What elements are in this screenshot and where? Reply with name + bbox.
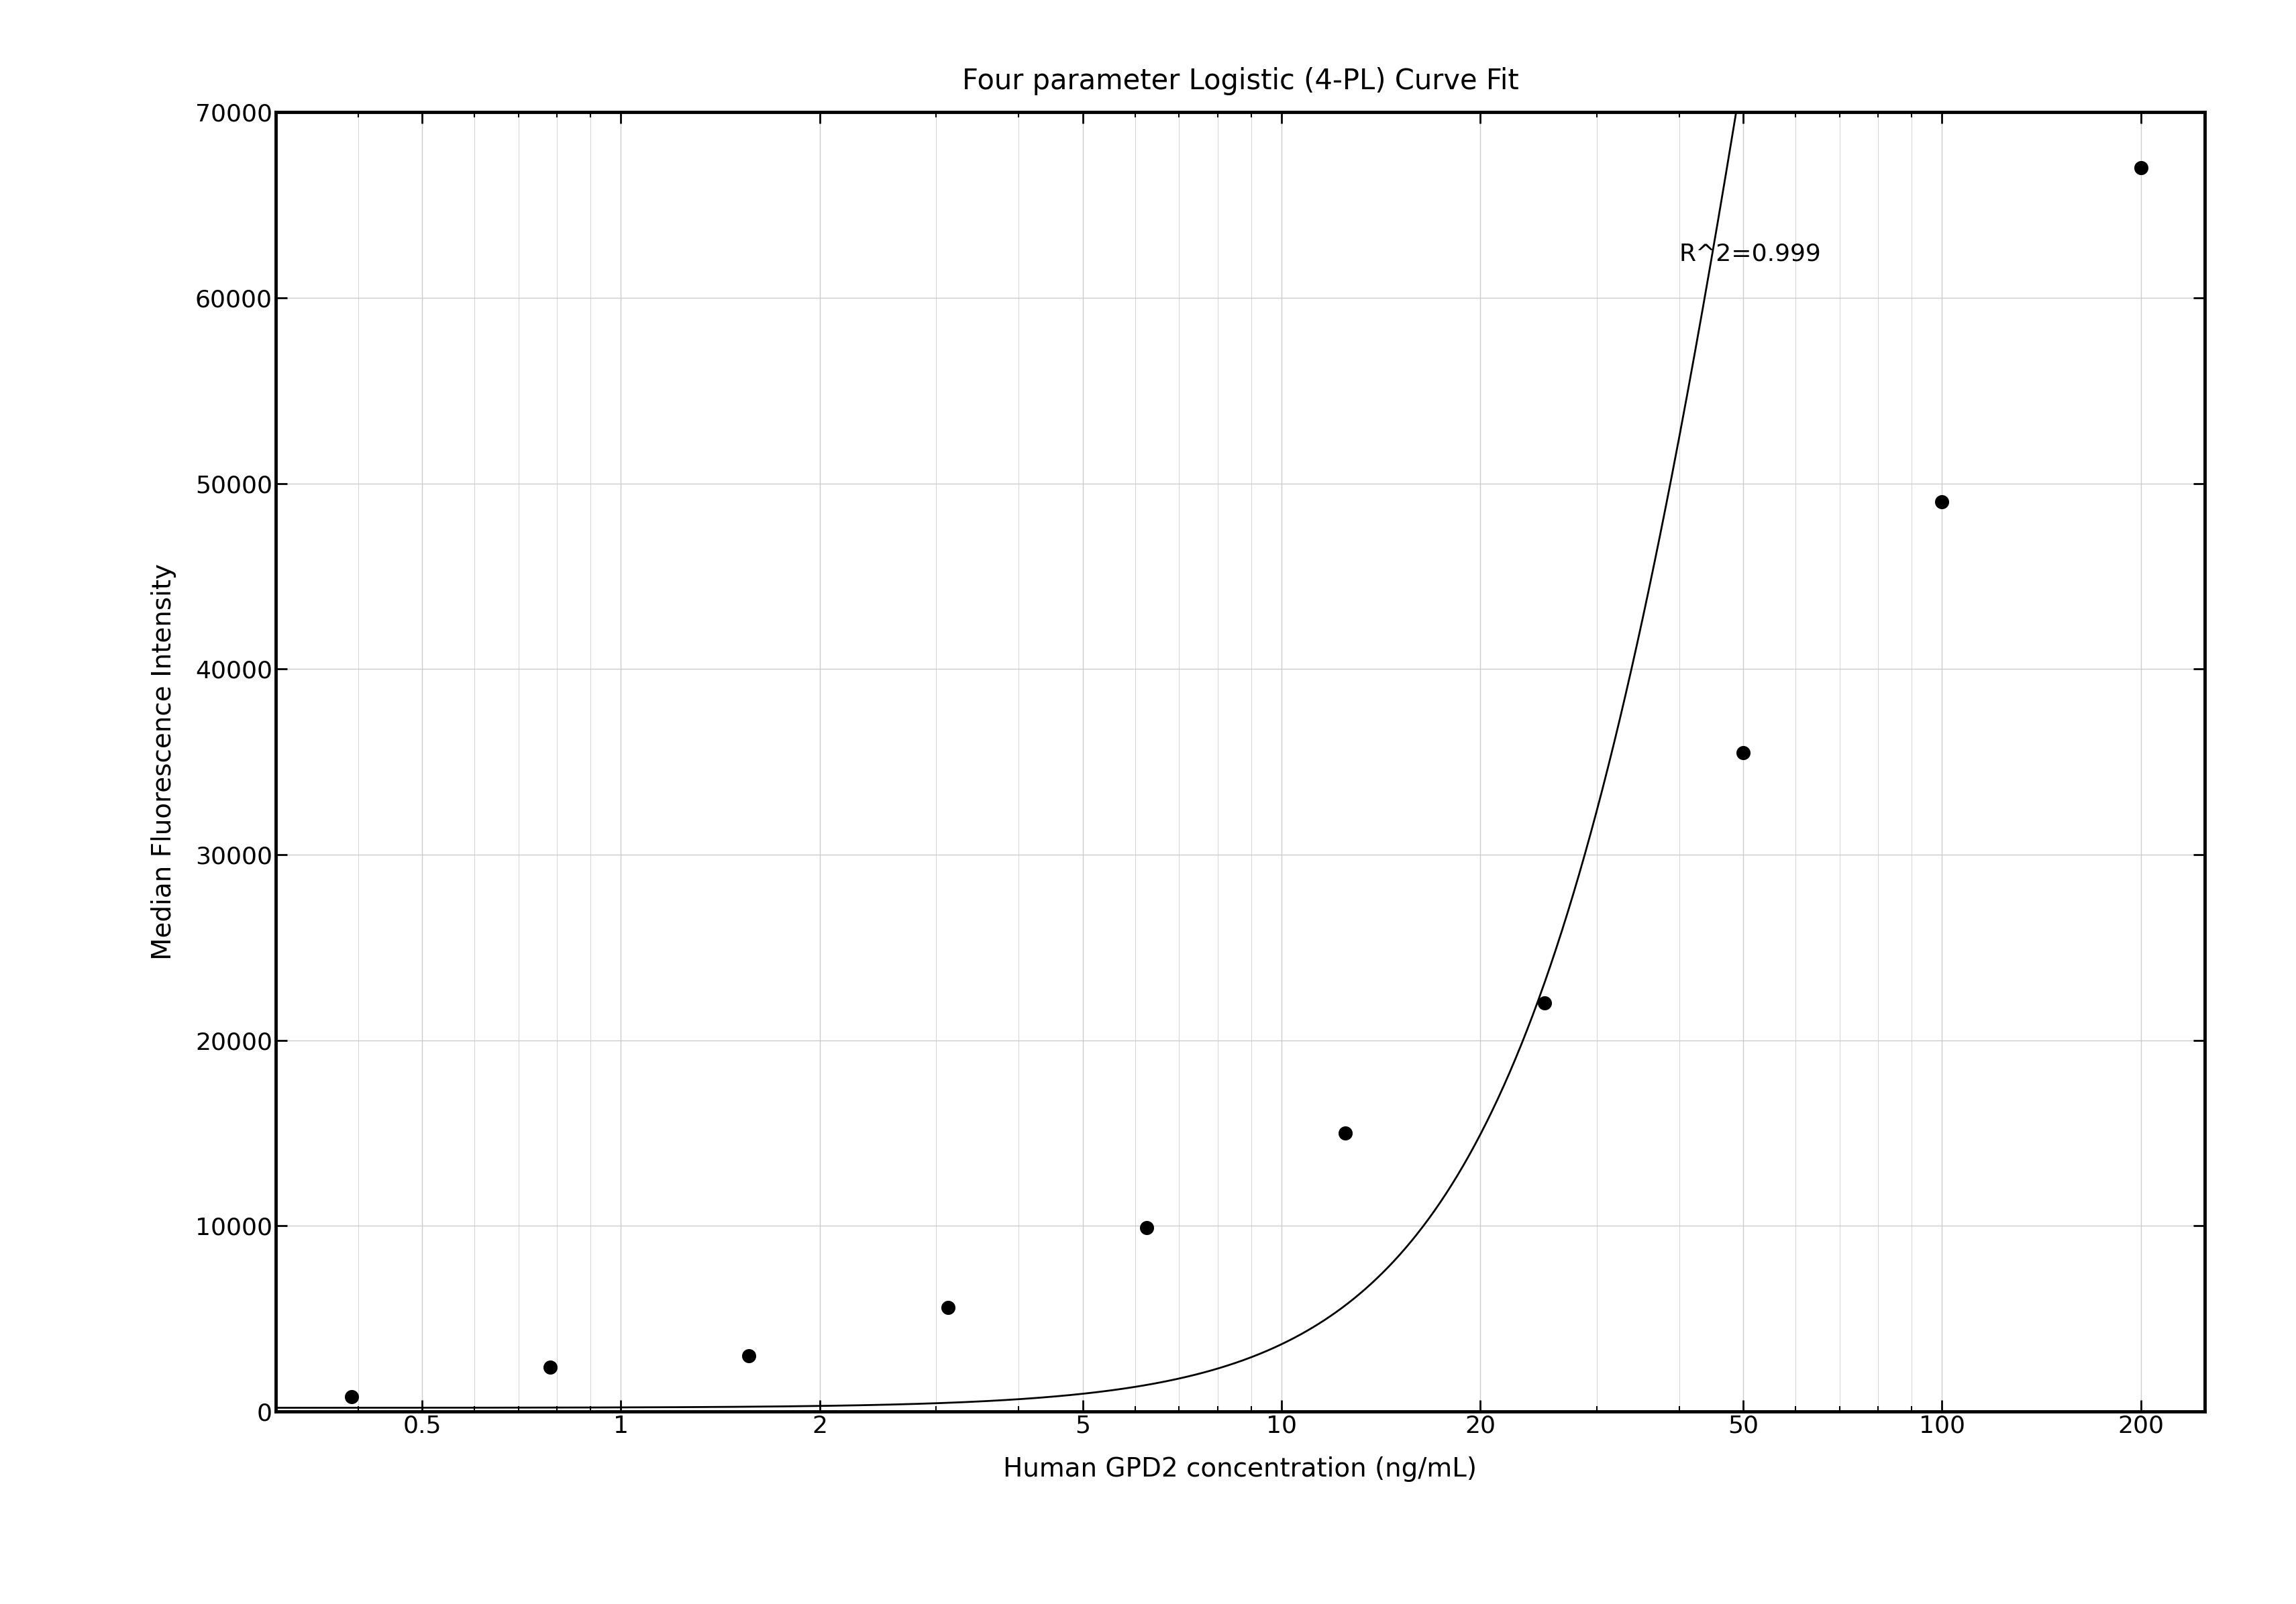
Point (333, 1384, 370, 1410)
X-axis label: Human GPD2 concentration (ng/mL): Human GPD2 concentration (ng/mL) (1003, 1456, 1476, 1482)
Y-axis label: Median Fluorescence Intensity: Median Fluorescence Intensity (152, 563, 177, 961)
Point (1525, 990, 1561, 1015)
Point (1724, 739, 1761, 765)
Point (1327, 1120, 1364, 1145)
Point (1127, 1214, 1164, 1240)
Text: R^2=0.999: R^2=0.999 (1678, 242, 1821, 265)
Title: Four parameter Logistic (4-PL) Curve Fit: Four parameter Logistic (4-PL) Curve Fit (962, 67, 1518, 95)
Point (730, 1343, 767, 1368)
Point (2122, 156, 2158, 181)
Point (1924, 489, 1961, 515)
Point (533, 1354, 569, 1379)
Point (930, 1294, 967, 1320)
